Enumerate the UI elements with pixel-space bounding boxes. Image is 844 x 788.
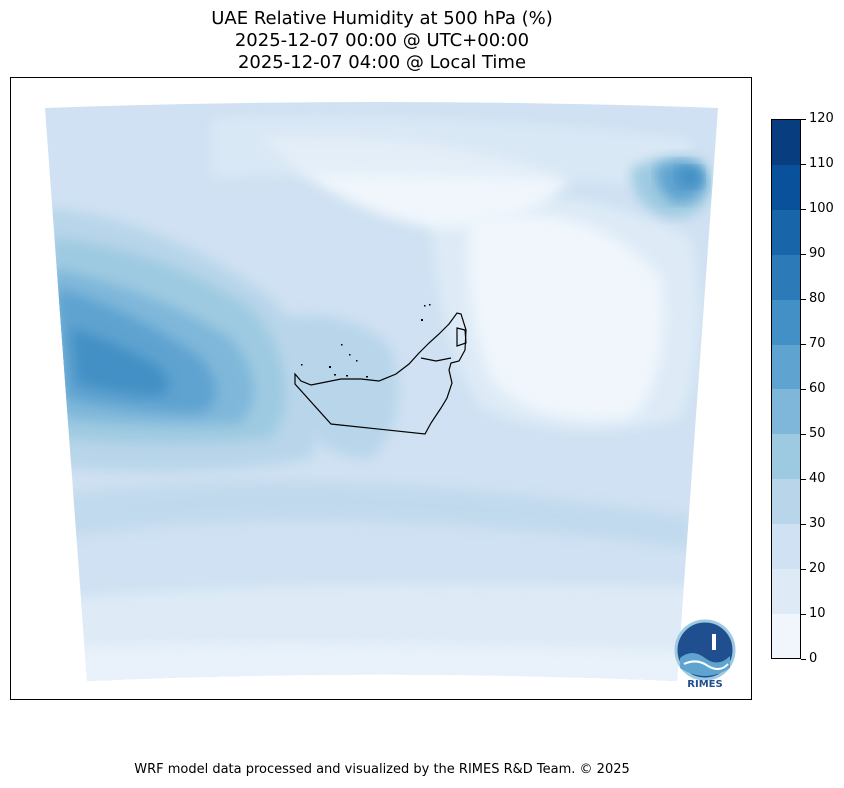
colorbar xyxy=(771,119,801,659)
map-frame xyxy=(10,77,752,700)
colorbar-segment xyxy=(772,613,800,659)
humidity-contour-field xyxy=(45,102,718,681)
colorbar-tick-label: 70 xyxy=(809,336,826,351)
colorbar-tick-mark xyxy=(801,119,806,120)
logo-text: RIMES xyxy=(687,679,722,690)
colorbar-segment xyxy=(772,433,800,480)
colorbar-segment xyxy=(772,120,800,166)
rimes-logo: RIMES xyxy=(672,618,738,690)
colorbar-tick-label: 40 xyxy=(809,471,826,486)
colorbar-tick-mark xyxy=(801,254,806,255)
colorbar-tick-mark xyxy=(801,164,806,165)
colorbar-segment xyxy=(772,523,800,569)
colorbar-tick-label: 10 xyxy=(809,606,826,621)
uae-boundary xyxy=(294,312,467,435)
map-title-line-1: UAE Relative Humidity at 500 hPa (%) xyxy=(211,8,553,29)
colorbar-tick-label: 110 xyxy=(809,156,834,171)
colorbar-segment xyxy=(772,254,800,300)
map-title-line-2: 2025-12-07 00:00 @ UTC+00:00 xyxy=(234,30,530,51)
colorbar-tick-label: 0 xyxy=(809,651,818,666)
colorbar-segment xyxy=(772,164,800,211)
colorbar-tick-mark xyxy=(801,569,806,570)
humidity-map xyxy=(45,102,718,681)
colorbar-tick-label: 60 xyxy=(809,381,826,396)
colorbar-tick-mark xyxy=(801,209,806,210)
colorbar-tick-mark xyxy=(801,299,806,300)
colorbar-tick-label: 120 xyxy=(809,111,834,126)
colorbar-segment xyxy=(772,568,800,614)
colorbar-tick-label: 50 xyxy=(809,426,826,441)
colorbar-tick-mark xyxy=(801,659,806,660)
colorbar-segment xyxy=(772,478,800,524)
colorbar-tick-mark xyxy=(801,389,806,390)
colorbar-tick-label: 90 xyxy=(809,246,826,261)
colorbar-tick-label: 100 xyxy=(809,201,834,216)
colorbar-tick-mark xyxy=(801,614,806,615)
colorbar-segment xyxy=(772,209,800,255)
colorbar-tick-label: 30 xyxy=(809,516,826,531)
colorbar-segment xyxy=(772,389,800,435)
colorbar-tick-mark xyxy=(801,434,806,435)
colorbar-tick-label: 80 xyxy=(809,291,826,306)
colorbar-tick-mark xyxy=(801,524,806,525)
map-title-line-3: 2025-12-07 04:00 @ Local Time xyxy=(237,52,527,73)
colorbar-tick-label: 20 xyxy=(809,561,826,576)
colorbar-tick-mark xyxy=(801,344,806,345)
colorbar-segment xyxy=(772,344,800,390)
colorbar-segment xyxy=(772,299,800,345)
colorbar-tick-mark xyxy=(801,479,806,480)
uae-islands xyxy=(301,304,431,378)
footer-credit: WRF model data processed and visualized … xyxy=(134,762,630,777)
